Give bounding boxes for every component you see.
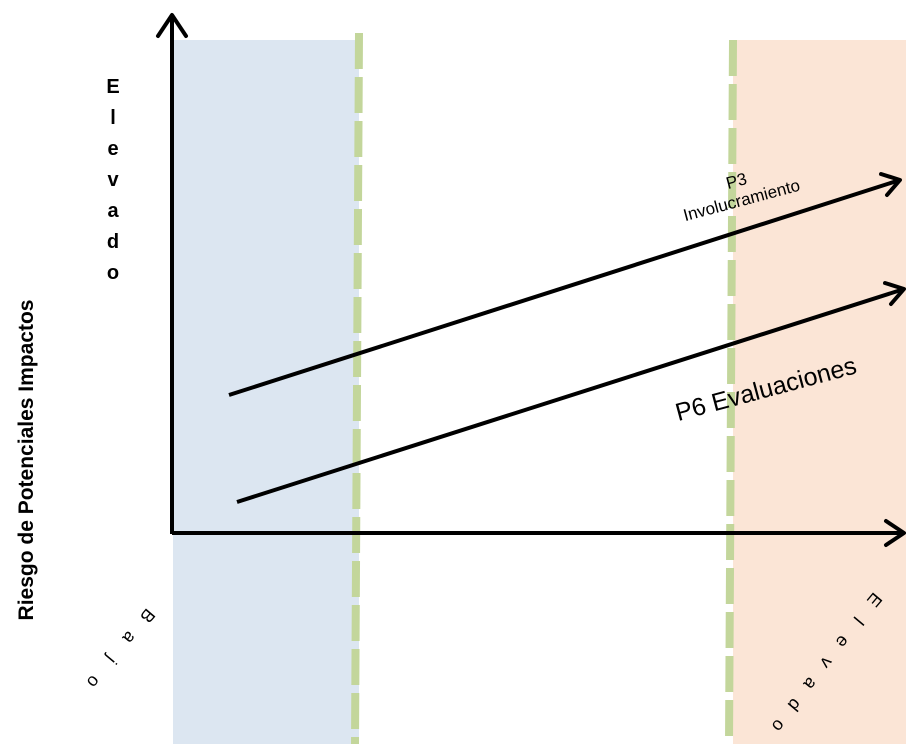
y-axis [156,13,188,534]
y-axis-label: Riesgo de Potenciales Impactos [15,300,38,621]
low-zone-divider [351,32,363,745]
p3-arrow [228,172,902,397]
high-risk-zone [733,40,906,744]
y-axis-top-label-letter: v [107,169,119,191]
low-risk-zone [173,40,359,744]
x-axis-low-label-letter: B [136,605,159,627]
y-axis-top-label-letter: e [107,138,118,160]
x-axis [172,519,906,547]
y-axis-top-label-letter: E [106,76,119,98]
x-axis-low-label-letter: j [103,651,122,668]
p3-label-line1: P3 [724,169,749,193]
x-axis-low-label-letter: a [118,628,140,649]
x-axis-low-label-letter: o [83,672,105,693]
y-axis-top-label-letter: a [107,200,119,222]
y-axis-top-label-letter: d [107,231,119,253]
p6-arrow [236,281,906,504]
y-axis-top-label-letter: l [110,107,116,129]
high-zone-divider [725,39,737,745]
y-axis-top-label-letter: o [107,262,119,284]
